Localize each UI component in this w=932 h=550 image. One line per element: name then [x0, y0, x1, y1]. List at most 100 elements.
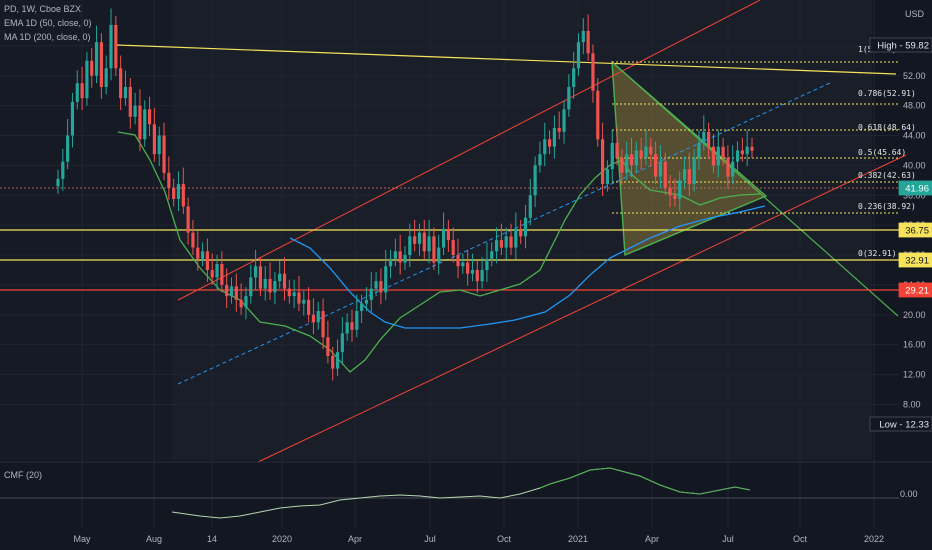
candle[interactable] — [466, 249, 470, 286]
candle[interactable] — [475, 261, 479, 294]
candle[interactable] — [470, 253, 475, 282]
candle[interactable] — [263, 266, 267, 301]
candle[interactable] — [374, 272, 378, 297]
candle[interactable] — [90, 48, 94, 88]
candle[interactable] — [278, 261, 282, 289]
candle[interactable] — [172, 178, 176, 207]
candle[interactable] — [123, 70, 128, 106]
candle[interactable] — [572, 51, 576, 99]
candle[interactable] — [379, 268, 383, 305]
candle[interactable] — [663, 152, 667, 196]
candle[interactable] — [740, 137, 744, 162]
candle[interactable] — [538, 141, 542, 173]
channel-upper-line[interactable] — [177, 0, 761, 301]
channel-lower-line[interactable] — [257, 154, 907, 463]
candle[interactable] — [576, 33, 581, 76]
candle[interactable] — [692, 148, 696, 192]
candle[interactable] — [191, 219, 195, 256]
candle[interactable] — [702, 115, 706, 151]
candle[interactable] — [413, 219, 417, 252]
candle[interactable] — [634, 141, 638, 173]
candle[interactable] — [128, 78, 132, 129]
candle[interactable] — [437, 234, 441, 275]
candle[interactable] — [711, 134, 716, 173]
candle[interactable] — [543, 122, 547, 167]
candle[interactable] — [200, 242, 205, 267]
candle[interactable] — [644, 130, 648, 166]
channel-mid-line[interactable] — [177, 81, 833, 385]
candle[interactable] — [302, 290, 306, 316]
candle[interactable] — [596, 78, 600, 147]
candle[interactable] — [345, 313, 349, 341]
candle[interactable] — [731, 145, 735, 185]
candle[interactable] — [620, 148, 624, 185]
candle[interactable] — [331, 346, 335, 381]
candle[interactable] — [104, 55, 108, 95]
candle[interactable] — [422, 219, 426, 259]
candle[interactable] — [147, 96, 152, 137]
candle[interactable] — [591, 44, 595, 103]
candle[interactable] — [393, 238, 397, 267]
candle[interactable] — [249, 264, 253, 304]
candle[interactable] — [162, 122, 166, 181]
candle[interactable] — [66, 119, 70, 170]
candle[interactable] — [205, 238, 210, 282]
candle[interactable] — [625, 141, 629, 181]
candle[interactable] — [181, 167, 185, 214]
candle[interactable] — [441, 212, 446, 256]
candle[interactable] — [519, 219, 523, 244]
candle[interactable] — [581, 18, 585, 55]
candle[interactable] — [586, 14, 590, 61]
candle[interactable] — [639, 137, 643, 170]
candle[interactable] — [490, 242, 494, 267]
triangle-upper-line[interactable] — [611, 61, 899, 317]
candle[interactable] — [427, 219, 431, 264]
candle[interactable] — [557, 111, 561, 140]
candle[interactable] — [85, 51, 89, 106]
candle[interactable] — [307, 287, 311, 323]
candle[interactable] — [94, 25, 99, 84]
candle[interactable] — [528, 178, 532, 226]
candle[interactable] — [533, 156, 537, 208]
resistance-line[interactable] — [115, 44, 897, 75]
candle[interactable] — [514, 212, 518, 260]
candle[interactable] — [600, 122, 605, 197]
candle[interactable] — [552, 115, 557, 159]
candle[interactable] — [311, 298, 316, 335]
candle[interactable] — [750, 137, 754, 159]
candle[interactable] — [292, 279, 296, 309]
candle[interactable] — [244, 287, 248, 320]
candle[interactable] — [707, 122, 711, 159]
candle[interactable] — [615, 126, 619, 166]
candle[interactable] — [133, 92, 137, 125]
candle[interactable] — [297, 275, 301, 312]
candle[interactable] — [735, 141, 740, 174]
candle[interactable] — [119, 55, 123, 111]
candle[interactable] — [167, 156, 171, 200]
candle[interactable] — [678, 171, 682, 211]
candle[interactable] — [234, 273, 238, 312]
candle[interactable] — [697, 130, 701, 170]
candle[interactable] — [480, 257, 484, 289]
candle[interactable] — [547, 130, 552, 155]
candle[interactable] — [499, 223, 503, 256]
candle[interactable] — [485, 242, 489, 282]
ma-legend[interactable]: MA 1D (200, close, 0) — [4, 32, 91, 42]
candle[interactable] — [80, 66, 84, 111]
candle[interactable] — [220, 251, 224, 293]
candle[interactable] — [268, 262, 272, 300]
candle[interactable] — [504, 227, 508, 260]
candle[interactable] — [138, 89, 142, 152]
candle[interactable] — [658, 145, 663, 189]
candle[interactable] — [316, 302, 320, 330]
candle[interactable] — [196, 231, 200, 271]
candle[interactable] — [629, 137, 634, 178]
candle[interactable] — [388, 249, 393, 279]
candle[interactable] — [562, 100, 566, 144]
candle[interactable] — [673, 178, 677, 207]
candle[interactable] — [350, 309, 354, 342]
triangle-pattern[interactable] — [611, 60, 768, 257]
candle[interactable] — [225, 268, 229, 309]
candle[interactable] — [61, 148, 65, 191]
candle[interactable] — [446, 219, 450, 253]
